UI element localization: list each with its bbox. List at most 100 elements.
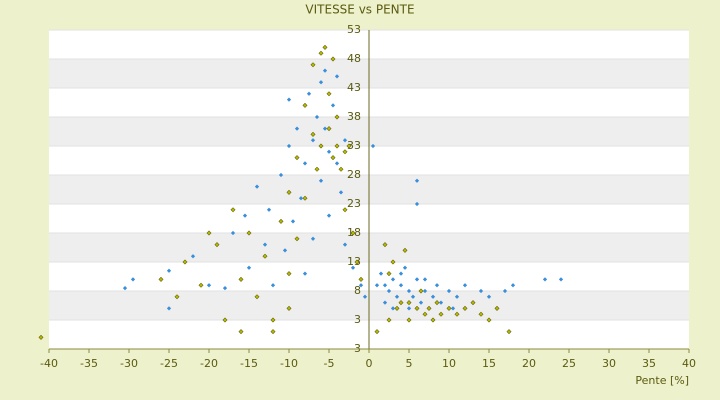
- point: [166, 268, 172, 273]
- chart-title: VITESSE vs PENTE: [305, 3, 414, 17]
- point: [418, 300, 424, 305]
- point: [406, 306, 412, 311]
- point: [130, 277, 136, 282]
- point: [38, 334, 44, 340]
- point: [338, 166, 344, 172]
- point: [298, 196, 304, 201]
- point: [326, 91, 332, 97]
- point: [462, 283, 468, 288]
- x-axis-label: Pente [%]: [635, 374, 689, 387]
- point: [414, 305, 420, 311]
- x-tick-label: 20: [522, 357, 536, 370]
- point: [390, 306, 396, 311]
- x-tick-label: -40: [40, 357, 58, 370]
- point: [302, 271, 308, 276]
- point: [406, 300, 412, 306]
- point: [326, 213, 332, 218]
- point: [506, 329, 512, 335]
- point: [386, 288, 392, 294]
- point: [370, 143, 376, 149]
- x-tick-label: 40: [682, 357, 696, 370]
- point: [242, 213, 248, 218]
- point: [382, 242, 388, 248]
- point: [230, 207, 236, 213]
- point: [326, 149, 332, 154]
- point: [410, 294, 416, 299]
- point: [358, 283, 364, 288]
- point: [214, 242, 220, 248]
- point: [358, 276, 364, 282]
- point: [402, 265, 408, 270]
- point: [430, 294, 436, 299]
- point: [502, 288, 508, 294]
- point: [422, 311, 428, 317]
- point: [486, 294, 492, 299]
- x-tick-label: -30: [120, 357, 138, 370]
- point: [454, 294, 460, 299]
- point: [362, 294, 368, 299]
- point: [342, 138, 348, 143]
- point: [386, 317, 392, 323]
- point: [406, 317, 412, 323]
- point: [478, 288, 484, 294]
- point: [418, 288, 424, 294]
- point: [398, 283, 404, 288]
- point: [374, 283, 380, 288]
- point: [434, 283, 440, 288]
- point: [414, 201, 420, 207]
- point: [190, 254, 196, 259]
- point: [346, 143, 352, 149]
- point: [266, 207, 272, 212]
- point: [450, 306, 456, 311]
- x-tick-label: -10: [280, 357, 298, 370]
- point: [494, 305, 500, 311]
- point: [294, 236, 300, 242]
- point: [206, 230, 212, 236]
- point: [286, 143, 292, 149]
- x-tick-label: 15: [482, 357, 496, 370]
- point: [302, 195, 308, 201]
- point: [354, 259, 360, 265]
- y-tick-label: 53: [347, 23, 361, 36]
- point: [278, 218, 284, 224]
- y-tick-label: 33: [347, 139, 361, 152]
- point: [302, 102, 308, 108]
- point: [486, 317, 492, 323]
- x-tick-label: 0: [366, 357, 373, 370]
- point: [310, 138, 316, 143]
- point: [246, 265, 252, 270]
- point: [302, 161, 308, 166]
- point: [394, 305, 400, 311]
- point: [262, 253, 268, 259]
- x-tick-label: -15: [240, 357, 258, 370]
- y-tick-label: 23: [347, 197, 361, 210]
- point: [542, 277, 548, 282]
- y-tick-label: 28: [347, 168, 361, 181]
- y-tick-label: 8: [354, 284, 361, 297]
- point: [166, 306, 172, 311]
- point: [338, 190, 344, 195]
- point: [282, 248, 288, 253]
- point: [422, 277, 428, 282]
- point: [446, 305, 452, 311]
- point: [510, 283, 516, 288]
- y-tick-label: 48: [347, 52, 361, 65]
- point: [318, 143, 324, 149]
- point: [470, 300, 476, 306]
- point: [350, 265, 356, 270]
- point: [222, 317, 228, 323]
- point: [342, 149, 348, 155]
- point: [286, 305, 292, 311]
- point: [422, 288, 428, 294]
- point: [318, 50, 324, 56]
- point: [238, 329, 244, 335]
- y-tick-label: 3: [354, 313, 361, 326]
- point: [254, 294, 260, 300]
- y-tick-label: 43: [347, 81, 361, 94]
- x-tick-label: 10: [442, 357, 456, 370]
- x-tick-label: -5: [324, 357, 335, 370]
- point: [342, 207, 348, 213]
- point: [454, 311, 460, 317]
